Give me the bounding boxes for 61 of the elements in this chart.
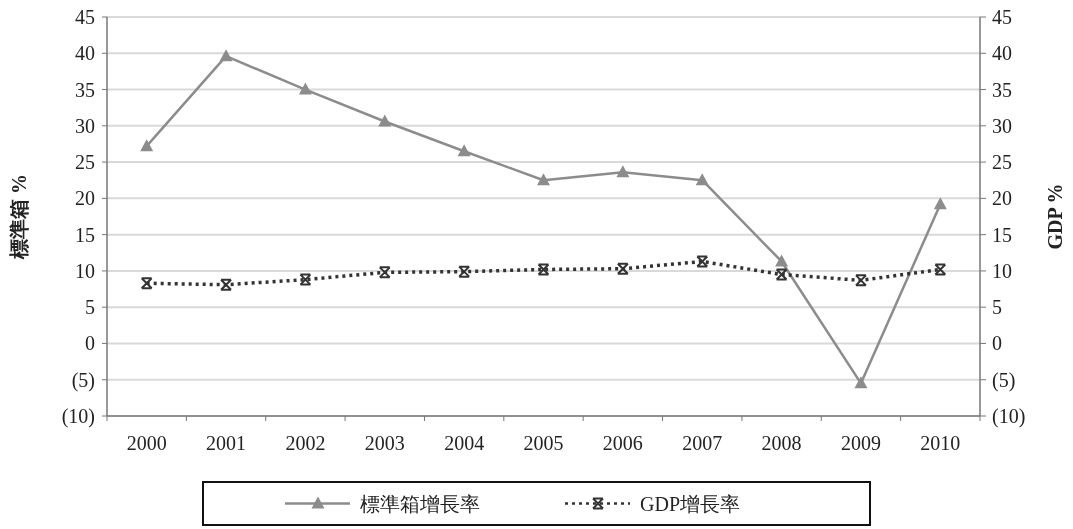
y-tick-label: 5 bbox=[85, 296, 95, 319]
point bbox=[378, 114, 392, 127]
x-tick-label: 2006 bbox=[602, 432, 643, 454]
y-tick-label: (5) bbox=[71, 368, 95, 392]
y2-axis-title: GDP % bbox=[1044, 183, 1066, 250]
y2-tick-label: 45 bbox=[992, 6, 1012, 28]
y-tick-label: 10 bbox=[75, 259, 95, 282]
y-tick-label: (10) bbox=[61, 405, 95, 428]
point bbox=[537, 263, 550, 276]
y-tick-label: 0 bbox=[85, 332, 95, 355]
point bbox=[695, 173, 709, 186]
y-tick-label: 30 bbox=[75, 114, 95, 137]
point bbox=[933, 197, 947, 210]
x-tick-label: 2004 bbox=[444, 432, 485, 454]
point bbox=[299, 273, 312, 286]
y2-tick-label: (10) bbox=[992, 405, 1026, 428]
point bbox=[140, 139, 154, 152]
point bbox=[775, 268, 788, 281]
x-tick-label: 2005 bbox=[523, 432, 564, 454]
point bbox=[458, 265, 471, 278]
y2-tick-label: 5 bbox=[992, 296, 1002, 319]
x-tick-label: 2009 bbox=[840, 432, 881, 454]
y-tick-label: 45 bbox=[75, 6, 95, 28]
y2-tick-label: 0 bbox=[992, 332, 1002, 355]
y-tick-label: 25 bbox=[75, 151, 95, 174]
point bbox=[854, 376, 868, 389]
point bbox=[298, 82, 312, 95]
point bbox=[219, 49, 233, 62]
y2-tick-label: 30 bbox=[992, 114, 1012, 137]
x-tick-label: 2007 bbox=[682, 432, 723, 454]
y-tick-label: 35 bbox=[75, 78, 95, 101]
y2-tick-label: 20 bbox=[992, 187, 1012, 210]
y-tick-label: 20 bbox=[75, 187, 95, 210]
legend-label: GDP增長率 bbox=[640, 492, 741, 515]
x-tick-label: 2001 bbox=[206, 432, 247, 454]
y-tick-label: 40 bbox=[75, 42, 95, 65]
point bbox=[537, 173, 550, 186]
point bbox=[696, 255, 709, 268]
point bbox=[220, 278, 233, 291]
y2-tick-label: 10 bbox=[992, 259, 1012, 282]
x-tick-label: 2003 bbox=[364, 432, 405, 454]
y-axis-title: 標準箱 % bbox=[8, 174, 30, 260]
point bbox=[934, 263, 947, 276]
y2-tick-label: 35 bbox=[992, 78, 1012, 101]
point bbox=[457, 144, 471, 157]
point bbox=[140, 277, 153, 290]
point bbox=[616, 262, 629, 275]
y2-tick-label: 15 bbox=[992, 223, 1012, 246]
y2-tick-label: (5) bbox=[992, 368, 1016, 392]
y-tick-label: 15 bbox=[75, 223, 95, 246]
point bbox=[616, 165, 630, 178]
y2-tick-label: 25 bbox=[992, 151, 1012, 174]
point bbox=[854, 274, 867, 287]
point bbox=[775, 254, 789, 267]
y2-tick-label: 40 bbox=[992, 42, 1012, 65]
point bbox=[378, 266, 391, 279]
x-tick-label: 2008 bbox=[761, 432, 802, 454]
x-tick-label: 2000 bbox=[126, 432, 167, 454]
legend-label: 標準箱增長率 bbox=[360, 492, 480, 515]
x-tick-label: 2010 bbox=[920, 432, 961, 454]
x-tick-label: 2002 bbox=[285, 432, 326, 454]
